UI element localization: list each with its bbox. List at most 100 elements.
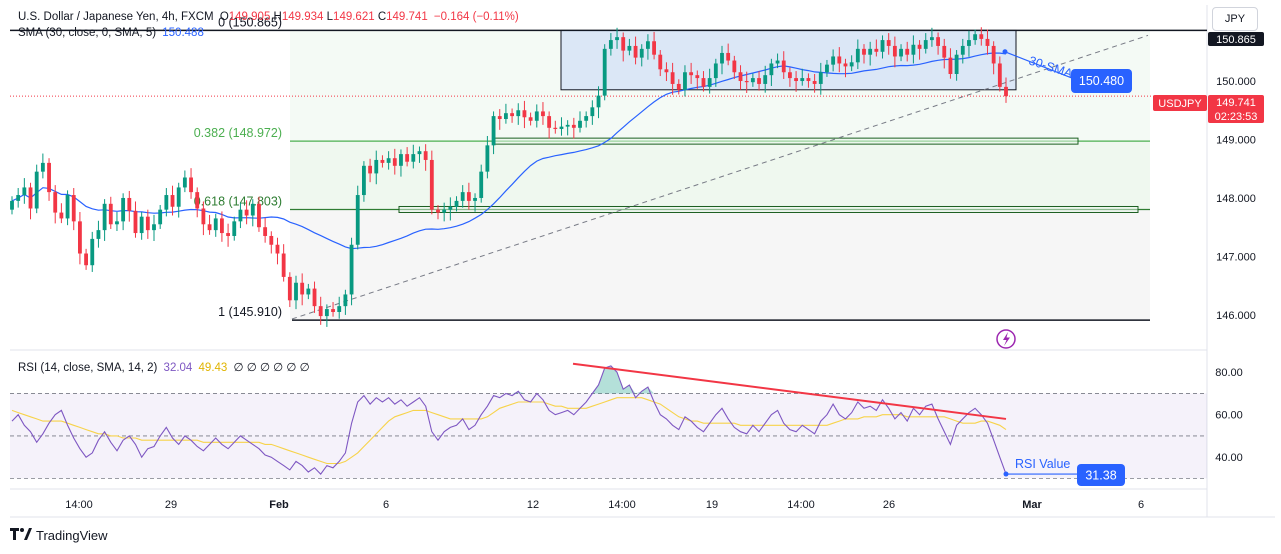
candle-body[interactable] <box>53 192 58 213</box>
candle-body[interactable] <box>312 288 317 307</box>
candle-body[interactable] <box>59 212 64 219</box>
candle-body[interactable] <box>880 40 885 52</box>
bearish-divergence-line[interactable] <box>572 362 1007 420</box>
candle-body[interactable] <box>158 209 163 225</box>
candle-body[interactable] <box>553 127 558 129</box>
candle-body[interactable] <box>960 45 965 55</box>
candle-body[interactable] <box>787 72 792 79</box>
candle-body[interactable] <box>571 124 576 128</box>
support-box-618[interactable] <box>398 205 1139 213</box>
rsi-legend[interactable]: RSI (14, close, SMA, 14, 2) 32.04 49.43 … <box>18 360 310 374</box>
candle-body[interactable] <box>417 151 422 155</box>
candle-body[interactable] <box>405 154 410 162</box>
candle-body[interactable] <box>645 41 650 49</box>
candle-body[interactable] <box>213 218 218 231</box>
candle-body[interactable] <box>750 78 755 83</box>
candle-body[interactable] <box>899 48 903 57</box>
candle-body[interactable] <box>831 56 836 65</box>
candle-body[interactable] <box>503 113 508 120</box>
candle-body[interactable] <box>380 159 385 163</box>
candle-body[interactable] <box>1004 86 1008 97</box>
candle-body[interactable] <box>627 45 632 51</box>
trendline[interactable] <box>291 34 1149 320</box>
candle-body[interactable] <box>769 63 774 76</box>
candle-body[interactable] <box>929 37 934 41</box>
candle-body[interactable] <box>219 218 224 234</box>
candle-body[interactable] <box>331 309 335 312</box>
candle-body[interactable] <box>738 72 743 82</box>
candle-body[interactable] <box>886 40 891 46</box>
candle-body[interactable] <box>411 154 416 162</box>
candle-body[interactable] <box>559 126 564 129</box>
candle-body[interactable] <box>689 72 694 76</box>
candle-body[interactable] <box>145 216 150 231</box>
candle-body[interactable] <box>448 206 453 210</box>
candle-body[interactable] <box>997 63 1002 87</box>
candle-body[interactable] <box>28 187 33 209</box>
rsi-value-callout[interactable] <box>1077 464 1125 486</box>
candle-body[interactable] <box>152 224 156 231</box>
candle-body[interactable] <box>800 78 805 82</box>
candle-body[interactable] <box>257 203 261 228</box>
candle-body[interactable] <box>127 197 132 211</box>
candle-body[interactable] <box>300 282 305 295</box>
candle-body[interactable] <box>812 81 817 84</box>
candle-body[interactable] <box>596 95 601 108</box>
candle-body[interactable] <box>189 177 193 193</box>
candle-body[interactable] <box>707 78 712 87</box>
candle-body[interactable] <box>386 158 391 163</box>
candle-body[interactable] <box>466 192 471 201</box>
candle-body[interactable] <box>954 54 959 74</box>
candle-body[interactable] <box>664 69 669 73</box>
candle-body[interactable] <box>744 81 749 83</box>
candle-body[interactable] <box>497 116 502 120</box>
candle-body[interactable] <box>454 200 459 207</box>
sma-value-callout[interactable] <box>1071 69 1132 93</box>
candle-body[interactable] <box>608 40 613 49</box>
candle-body[interactable] <box>77 221 82 254</box>
candle-body[interactable] <box>917 44 922 49</box>
candle-body[interactable] <box>991 45 996 64</box>
candle-body[interactable] <box>701 78 706 87</box>
candle-body[interactable] <box>176 187 181 207</box>
candle-body[interactable] <box>633 45 638 58</box>
candle-body[interactable] <box>491 116 496 146</box>
candle-body[interactable] <box>47 162 51 193</box>
candle-body[interactable] <box>806 78 811 82</box>
rsi-ma-line[interactable] <box>11 397 1007 465</box>
candle-body[interactable] <box>96 230 101 239</box>
candle-body[interactable] <box>226 233 231 236</box>
candle-body[interactable] <box>936 37 941 46</box>
candle-body[interactable] <box>973 34 978 41</box>
candle-body[interactable] <box>343 294 348 307</box>
candle-body[interactable] <box>905 48 910 55</box>
candle-body[interactable] <box>541 111 545 117</box>
candle-body[interactable] <box>22 187 27 196</box>
candle-body[interactable] <box>115 221 119 225</box>
candle-body[interactable] <box>238 209 243 222</box>
candle-body[interactable] <box>695 75 700 79</box>
rsi-line[interactable] <box>11 365 1007 475</box>
candle-body[interactable] <box>775 60 780 64</box>
candle-body[interactable] <box>182 177 187 188</box>
candle-body[interactable] <box>442 209 447 213</box>
candle-body[interactable] <box>510 113 515 117</box>
candle-body[interactable] <box>979 34 984 39</box>
candle-body[interactable] <box>361 165 366 196</box>
candle-body[interactable] <box>201 208 206 225</box>
candle-body[interactable] <box>911 44 916 55</box>
candle-body[interactable] <box>868 48 873 55</box>
candle-body[interactable] <box>874 48 879 52</box>
candle-body[interactable] <box>732 60 737 73</box>
candle-body[interactable] <box>849 62 854 67</box>
candle-body[interactable] <box>207 224 212 231</box>
candle-body[interactable] <box>287 276 292 301</box>
candle-body[interactable] <box>676 83 681 90</box>
candle-body[interactable] <box>621 37 626 51</box>
candle-body[interactable] <box>967 40 971 46</box>
candle-body[interactable] <box>294 282 298 301</box>
footer-brand[interactable]: TradingView <box>36 528 108 543</box>
candle-body[interactable] <box>528 117 533 121</box>
candle-body[interactable] <box>349 244 354 295</box>
